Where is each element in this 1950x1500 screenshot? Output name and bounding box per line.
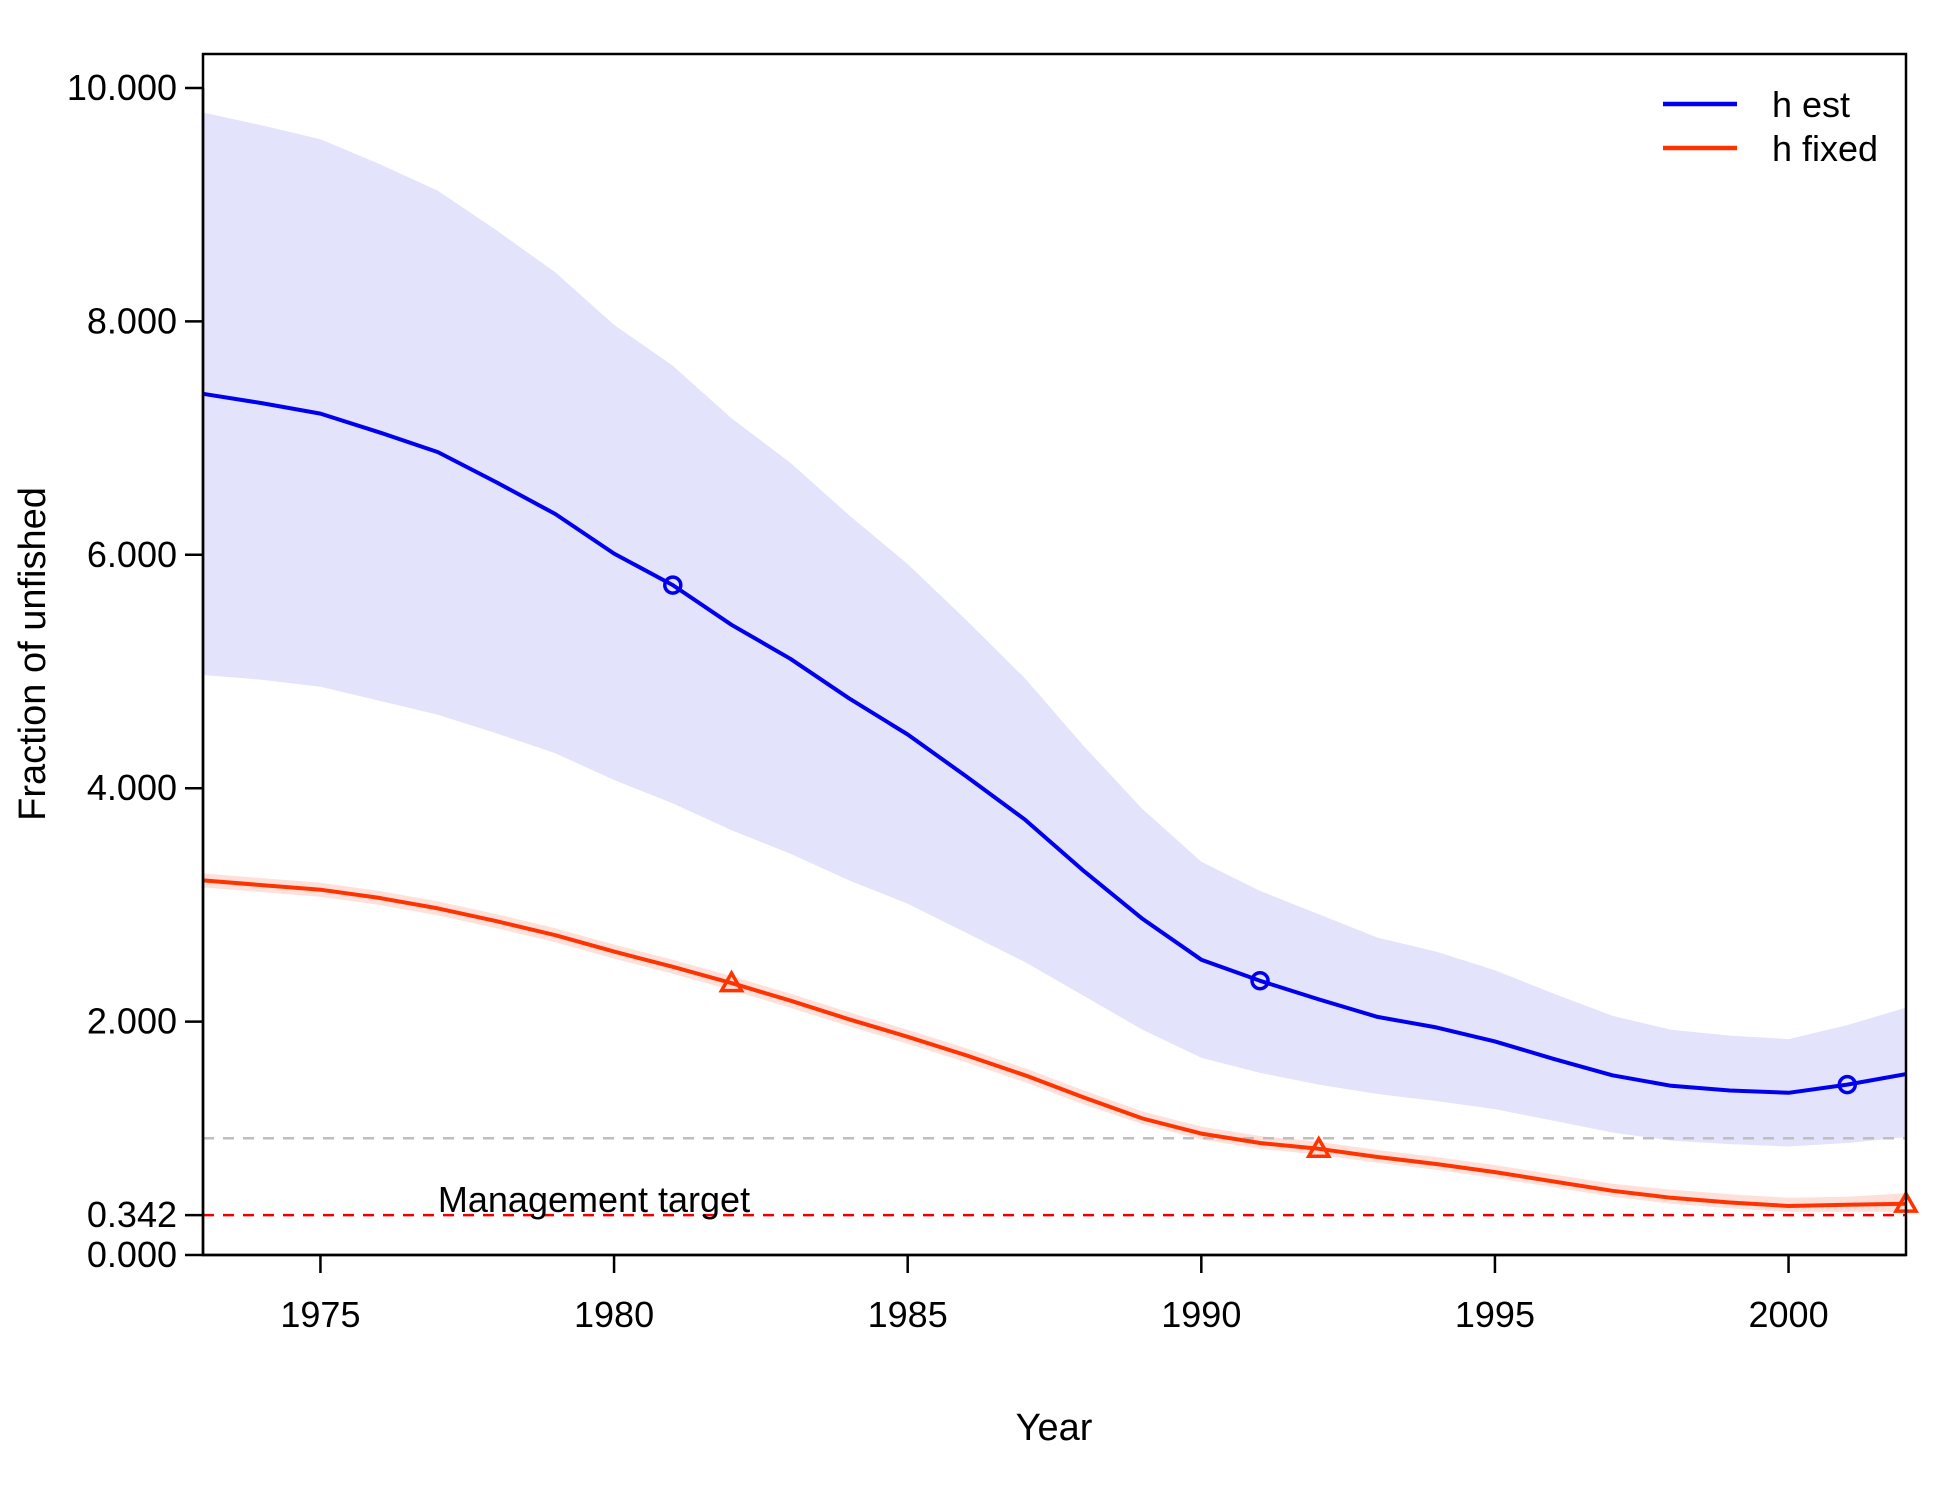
band-h-est	[203, 112, 1906, 1147]
y-tick-label: 4.000	[87, 767, 177, 808]
y-tick-label: 6.000	[87, 534, 177, 575]
marker-h-est-1981	[663, 575, 683, 595]
y-tick-label: 2.000	[87, 1001, 177, 1042]
y-tick-label: 8.000	[87, 300, 177, 341]
legend-label-h-fixed: h fixed	[1772, 128, 1878, 169]
x-tick-label: 1985	[868, 1294, 948, 1335]
marker-h-fixed-1992	[1305, 1135, 1332, 1159]
management-target-label: Management target	[438, 1179, 750, 1220]
x-tick-label: 2000	[1749, 1294, 1829, 1335]
x-axis-label: Year	[1016, 1407, 1093, 1449]
y-tick-label: 0.000	[87, 1234, 177, 1275]
y-axis-label: Fraction of unfished	[12, 487, 54, 821]
reference-lines: Management target	[203, 1137, 1906, 1220]
band-h-fixed	[203, 873, 1906, 1212]
x-tick-label: 1995	[1455, 1294, 1535, 1335]
confidence-bands	[203, 112, 1906, 1212]
x-axis: 1975 1980 1985 1990 1995 2000	[203, 1253, 1906, 1335]
marker-h-est-1991	[1250, 971, 1270, 991]
series-lines	[202, 391, 1907, 1208]
x-tick-label: 1990	[1161, 1294, 1241, 1335]
x-tick-label: 1975	[280, 1294, 360, 1335]
x-tick-label: 1980	[574, 1294, 654, 1335]
series-line-h-est	[202, 391, 1907, 1095]
y-tick-label: 10.000	[67, 67, 177, 108]
series-markers	[663, 575, 1920, 1213]
legend-label-h-est: h est	[1772, 84, 1850, 125]
marker-h-fixed-1982	[718, 969, 745, 993]
y-tick-label: 0.342	[87, 1194, 177, 1235]
series-line-h-fixed	[202, 878, 1907, 1208]
marker-h-est-2001	[1837, 1074, 1858, 1095]
